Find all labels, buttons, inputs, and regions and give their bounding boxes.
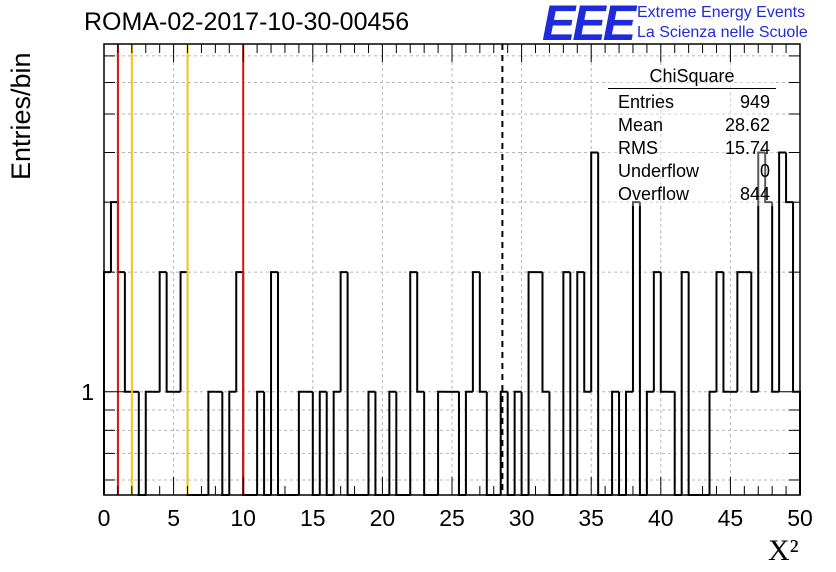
histogram-bin xyxy=(478,272,487,393)
histogram-bin xyxy=(680,271,689,495)
stats-label: Overflow xyxy=(618,184,690,204)
logo-line-1: Extreme Energy Events xyxy=(637,4,806,21)
stats-value: 15.74 xyxy=(724,138,770,158)
histogram-bin xyxy=(367,390,376,495)
histogram-bin xyxy=(771,202,780,393)
histogram-bin xyxy=(659,272,668,393)
stats-value: 0 xyxy=(759,161,770,181)
histogram-bin xyxy=(270,271,278,495)
histogram-bin xyxy=(611,390,620,495)
histogram-bin xyxy=(513,390,522,495)
histogram-bin xyxy=(778,151,787,392)
y-axis-label: Entries/bin xyxy=(6,52,36,180)
x-tick-label: 20 xyxy=(370,505,396,531)
histogram-bin xyxy=(388,390,397,495)
histogram-bin xyxy=(631,201,640,392)
histogram-bin xyxy=(715,271,724,392)
stats-row-rms: RMS 15.74 xyxy=(608,137,776,160)
histogram-bin xyxy=(736,271,745,392)
histogram-bin xyxy=(116,202,125,274)
histogram-bin xyxy=(158,271,167,392)
x-tick-label: 40 xyxy=(648,505,674,531)
histogram-bin xyxy=(687,272,696,496)
x-tick-label: 35 xyxy=(578,505,604,531)
reference-lines xyxy=(116,44,504,495)
histogram-bin xyxy=(235,271,244,392)
stats-label: Underflow xyxy=(618,161,700,181)
histogram-bin xyxy=(186,272,195,496)
histogram-bin xyxy=(297,390,306,495)
chart-title: ROMA-02-2017-10-30-00456 xyxy=(84,8,410,36)
histogram-bin xyxy=(144,390,153,495)
histogram-bin xyxy=(165,272,174,393)
histogram-bin xyxy=(638,202,647,496)
histogram-bin xyxy=(103,271,111,495)
histogram-bin xyxy=(256,390,265,495)
histogram-bin xyxy=(562,271,571,495)
histogram-bin xyxy=(277,272,285,496)
stats-value: 844 xyxy=(739,184,770,204)
histogram-bin xyxy=(242,272,251,496)
stats-label: RMS xyxy=(618,138,658,158)
stats-row-underflow: Underflow 0 xyxy=(608,160,776,183)
histogram-bin xyxy=(464,390,473,495)
histogram-bin xyxy=(527,271,536,495)
histogram-bin xyxy=(332,390,341,495)
x-tick-label: 45 xyxy=(718,505,744,531)
histogram-bin xyxy=(597,152,606,496)
x-tick-label: 10 xyxy=(230,505,256,531)
histogram-bin xyxy=(569,272,578,496)
histogram-bin xyxy=(750,272,759,393)
histogram-bin xyxy=(764,152,773,204)
histogram-bin xyxy=(541,272,550,393)
histogram-bin xyxy=(207,390,216,495)
stats-label: Entries xyxy=(618,92,675,112)
histogram-bin xyxy=(499,390,508,495)
stats-title: ChiSquare xyxy=(608,66,776,89)
logo-line-2: La Scienza nelle Scuole xyxy=(637,24,808,41)
x-tick-label: 0 xyxy=(98,505,111,531)
histogram-bin xyxy=(346,272,355,496)
histogram-bin xyxy=(576,271,585,495)
histogram-bin xyxy=(652,271,661,392)
histogram-bin xyxy=(722,272,731,393)
histogram-bin xyxy=(757,151,766,392)
histogram-bin xyxy=(708,390,717,495)
stats-row-overflow: Overflow 844 xyxy=(608,183,776,206)
axis-ticks: 0 5 10 15 20 25 30 35 40 45 50 1 xyxy=(81,44,813,531)
stats-value: 28.62 xyxy=(724,115,770,135)
histogram-bin xyxy=(437,390,446,495)
histogram-bin xyxy=(409,271,418,495)
x-tick-label: 15 xyxy=(300,505,326,531)
histogram-bin xyxy=(228,390,237,495)
stats-box: ChiSquare Entries 949 Mean 28.62 RMS 15.… xyxy=(608,66,776,206)
histogram-bin xyxy=(625,390,633,495)
x-tick-label: 30 xyxy=(509,505,535,531)
stats-value: 949 xyxy=(739,92,770,112)
x-tick-label: 25 xyxy=(439,505,465,531)
x-tick-label: 50 xyxy=(787,505,813,531)
x-tick-label: 5 xyxy=(167,505,180,531)
histogram-bin xyxy=(583,272,592,393)
histogram-bin xyxy=(318,390,327,495)
stats-label: Mean xyxy=(618,115,664,135)
eee-logo-mark: EEE xyxy=(542,0,636,51)
histogram-bin xyxy=(471,271,480,392)
histogram-bin xyxy=(792,202,801,495)
histogram-bin xyxy=(109,201,118,273)
y-tick-label: 1 xyxy=(81,379,94,405)
histogram-bin xyxy=(123,272,132,393)
x-axis-label: X² xyxy=(768,534,799,567)
histogram-bin xyxy=(339,271,348,392)
histogram-bin xyxy=(416,272,425,393)
histogram-bin xyxy=(785,152,794,204)
stats-row-mean: Mean 28.62 xyxy=(608,114,776,137)
histogram-bin xyxy=(179,271,188,392)
histogram-bin xyxy=(645,390,654,495)
histogram-bin xyxy=(590,151,599,392)
stats-row-entries: Entries 949 xyxy=(608,91,776,114)
